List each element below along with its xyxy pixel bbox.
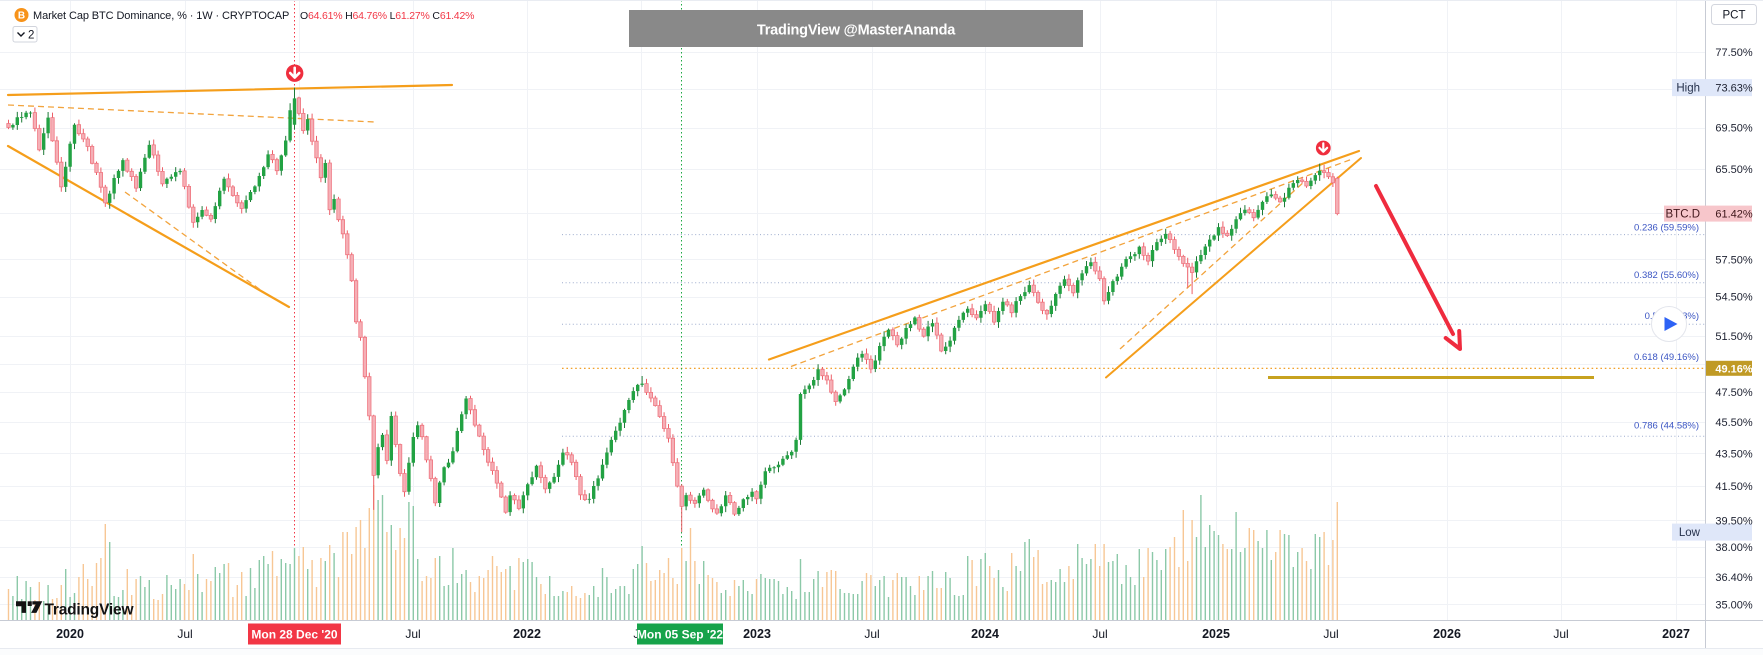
svg-text:73.63%: 73.63%	[1715, 83, 1753, 95]
svg-text:65.50%: 65.50%	[1715, 164, 1753, 176]
svg-text:2023: 2023	[743, 627, 771, 641]
svg-text:61.42%: 61.42%	[1715, 209, 1753, 221]
svg-text:2027: 2027	[1662, 627, 1690, 641]
svg-text:Market Cap BTC Dominance, % ·: Market Cap BTC Dominance, % · 1W · CRYPT…	[33, 10, 289, 22]
svg-text:Low: Low	[1679, 527, 1701, 539]
svg-text:Mon 05 Sep '22: Mon 05 Sep '22	[637, 628, 724, 642]
svg-text:51.50%: 51.50%	[1715, 331, 1753, 343]
svg-text:0.618 (49.16%): 0.618 (49.16%)	[1634, 352, 1699, 363]
svg-text:0.786 (44.58%): 0.786 (44.58%)	[1634, 421, 1699, 432]
svg-text:2020: 2020	[56, 627, 84, 641]
svg-text:69.50%: 69.50%	[1715, 123, 1753, 135]
svg-text:2025: 2025	[1202, 627, 1230, 641]
svg-text:Mon 28 Dec '20: Mon 28 Dec '20	[251, 628, 338, 642]
svg-text:BTC.D: BTC.D	[1666, 209, 1701, 221]
svg-text:Jul: Jul	[1553, 627, 1568, 641]
svg-text:45.50%: 45.50%	[1715, 417, 1753, 429]
svg-text:2: 2	[28, 30, 34, 42]
svg-text:TradingView: TradingView	[45, 602, 135, 619]
svg-text:2024: 2024	[971, 627, 999, 641]
svg-text:35.00%: 35.00%	[1715, 599, 1753, 611]
svg-text:0.236 (59.59%): 0.236 (59.59%)	[1634, 223, 1699, 234]
svg-text:47.50%: 47.50%	[1715, 387, 1753, 399]
svg-text:54.50%: 54.50%	[1715, 292, 1753, 304]
svg-text:43.50%: 43.50%	[1715, 448, 1753, 460]
svg-text:Jul: Jul	[864, 627, 879, 641]
svg-text:Jul: Jul	[405, 627, 420, 641]
svg-text:Jul: Jul	[1323, 627, 1338, 641]
svg-text:49.16%: 49.16%	[1715, 363, 1753, 375]
svg-text:38.00%: 38.00%	[1715, 542, 1753, 554]
svg-text:39.50%: 39.50%	[1715, 515, 1753, 527]
svg-text:2026: 2026	[1433, 627, 1461, 641]
svg-text:High: High	[1676, 83, 1700, 95]
svg-text:36.40%: 36.40%	[1715, 572, 1753, 584]
svg-text:41.50%: 41.50%	[1715, 481, 1753, 493]
svg-text:O64.61% H64.76% L61.27% C61.42: O64.61% H64.76% L61.27% C61.42%	[300, 10, 474, 22]
svg-text:2022: 2022	[513, 627, 541, 641]
svg-text:57.50%: 57.50%	[1715, 254, 1753, 266]
svg-text:Jul: Jul	[177, 627, 192, 641]
svg-text:0.382 (55.60%): 0.382 (55.60%)	[1634, 270, 1699, 281]
svg-text:PCT: PCT	[1723, 10, 1746, 22]
svg-text:TradingView @MasterAnanda: TradingView @MasterAnanda	[757, 23, 956, 39]
svg-text:Jul: Jul	[1092, 627, 1107, 641]
svg-text:B: B	[18, 11, 25, 22]
svg-text:77.50%: 77.50%	[1715, 47, 1753, 59]
